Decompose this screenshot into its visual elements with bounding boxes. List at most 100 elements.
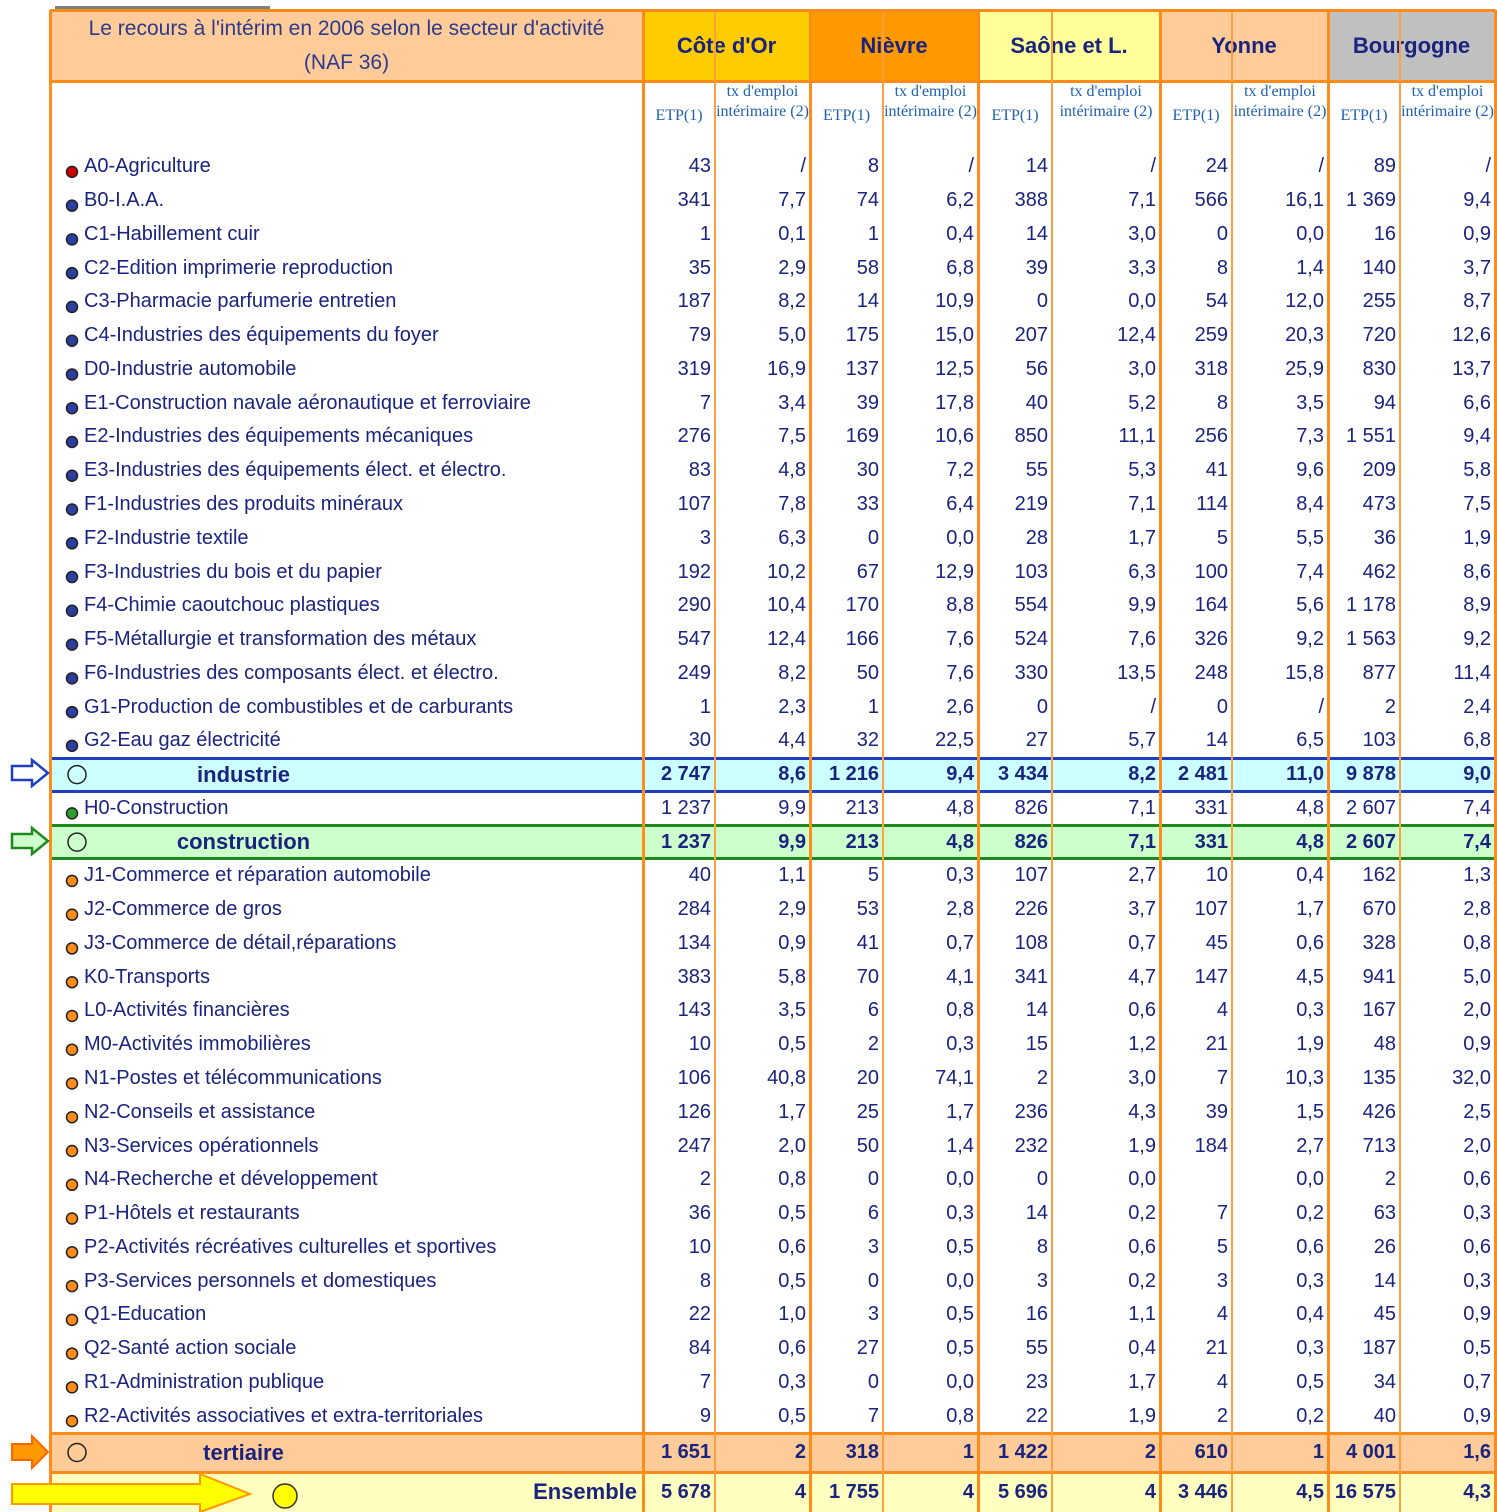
title-cell: Le recours à l'intérim en 2006 selon le … bbox=[50, 10, 643, 82]
cell-value: 4,5 bbox=[1296, 1480, 1324, 1503]
cell-value: 137 bbox=[845, 357, 879, 380]
cell-value: 1 237 bbox=[660, 796, 711, 819]
cell-value: 43 bbox=[688, 155, 711, 178]
cell-value: 3,7 bbox=[1463, 256, 1491, 279]
cell-value: 9,0 bbox=[1463, 763, 1491, 786]
cell-value: 39 bbox=[1205, 1100, 1228, 1123]
cell-value: 14 bbox=[856, 290, 879, 313]
cell-value: 826 bbox=[1014, 796, 1048, 819]
column-line bbox=[882, 10, 884, 1512]
cell-value: 8 bbox=[699, 1269, 711, 1292]
cell-value: 2,8 bbox=[946, 898, 974, 921]
cell-value: 720 bbox=[1362, 324, 1396, 347]
cell-value: 7,4 bbox=[1296, 560, 1324, 583]
cell-value: 388 bbox=[1014, 189, 1048, 212]
cell-value: 140 bbox=[1362, 256, 1396, 279]
cell-value: 0,6 bbox=[778, 1235, 806, 1258]
subheader-tx: tx d'emploi intérimaire (2) bbox=[1401, 83, 1494, 120]
cell-value: 8 bbox=[1216, 391, 1228, 414]
cell-value: 1,7 bbox=[1128, 526, 1156, 549]
row-label: B0-I.A.A. bbox=[84, 189, 165, 212]
cell-value: 0,9 bbox=[1463, 222, 1491, 245]
cell-value: 0,9 bbox=[778, 931, 806, 954]
row-label: F5-Métallurgie et transformation des mét… bbox=[84, 628, 477, 651]
row-label: N2-Conseils et assistance bbox=[84, 1100, 316, 1123]
cell-value: 328 bbox=[1362, 931, 1396, 954]
cell-value: 4,8 bbox=[946, 830, 974, 853]
cell-value: 9 878 bbox=[1345, 763, 1396, 786]
cell-value: 16,9 bbox=[767, 357, 806, 380]
cell-value: 14 bbox=[1025, 155, 1048, 178]
cell-value: 0,5 bbox=[1296, 1370, 1324, 1393]
cell-value: 4,4 bbox=[778, 729, 806, 752]
cell-value: 0,2 bbox=[1296, 1202, 1324, 1225]
column-line bbox=[641, 10, 645, 1512]
cell-value: 16 bbox=[1373, 222, 1396, 245]
cell-value: 0,9 bbox=[1463, 1033, 1491, 1056]
cell-value: 318 bbox=[845, 1441, 879, 1463]
cell-value: 3,7 bbox=[1128, 898, 1156, 921]
cell-value: 126 bbox=[677, 1100, 711, 1123]
cell-value: 1,4 bbox=[1296, 256, 1324, 279]
cell-value: 1 bbox=[1312, 1441, 1324, 1463]
cell-value: 15 bbox=[1025, 1033, 1048, 1056]
column-line bbox=[1326, 10, 1330, 1512]
cell-value: 12,4 bbox=[1117, 324, 1156, 347]
cell-value: 3 bbox=[1216, 1269, 1228, 1292]
row-label: E1-Construction navale aéronautique et f… bbox=[84, 391, 531, 414]
cell-value: 0,4 bbox=[1128, 1337, 1156, 1360]
cell-value: 330 bbox=[1014, 661, 1048, 684]
cell-value: 0 bbox=[867, 1370, 879, 1393]
cell-value: 3 bbox=[867, 1235, 879, 1258]
cell-value: 4 001 bbox=[1345, 1441, 1396, 1463]
cell-value: 248 bbox=[1194, 661, 1228, 684]
cell-value: 1,7 bbox=[1296, 898, 1324, 921]
cell-value: 1 369 bbox=[1345, 189, 1396, 212]
row-label: F2-Industrie textile bbox=[84, 526, 249, 549]
cell-value: 2 bbox=[1036, 1066, 1048, 1089]
cell-value: 16 bbox=[1025, 1303, 1048, 1326]
cell-value: 4,8 bbox=[946, 796, 974, 819]
cell-value: 50 bbox=[856, 1134, 879, 1157]
cell-value: 135 bbox=[1362, 1066, 1396, 1089]
cell-value: / bbox=[1150, 695, 1156, 718]
cell-value: 6,3 bbox=[1128, 560, 1156, 583]
cell-value: 2,0 bbox=[1463, 999, 1491, 1022]
cell-value: 2 607 bbox=[1345, 830, 1396, 853]
cell-value: 35 bbox=[688, 256, 711, 279]
cell-value: 4,3 bbox=[1128, 1100, 1156, 1123]
cell-value: 162 bbox=[1362, 864, 1396, 887]
cell-value: / bbox=[968, 155, 974, 178]
cell-value: 1,1 bbox=[778, 864, 806, 887]
cell-value: 107 bbox=[1014, 864, 1048, 887]
row-label: L0-Activités financières bbox=[84, 999, 290, 1022]
cell-value: 12,5 bbox=[935, 357, 974, 380]
row-border bbox=[50, 756, 1495, 760]
column-line bbox=[48, 10, 52, 1512]
cell-value: 175 bbox=[845, 324, 879, 347]
cell-value: 5,0 bbox=[778, 324, 806, 347]
cell-value: 9,4 bbox=[1463, 189, 1491, 212]
cell-value: 1 422 bbox=[997, 1441, 1048, 1463]
cell-value: 114 bbox=[1196, 493, 1228, 515]
cell-value: 22,5 bbox=[935, 729, 974, 752]
cell-value: 319 bbox=[677, 357, 711, 380]
row-band bbox=[50, 825, 1495, 859]
cell-value: 36 bbox=[688, 1202, 711, 1225]
cell-value: 8,2 bbox=[778, 661, 806, 684]
cell-value: / bbox=[1150, 155, 1156, 178]
cell-value: 2 bbox=[1216, 1404, 1228, 1427]
cell-value: 0,5 bbox=[778, 1202, 806, 1225]
column-line bbox=[1051, 10, 1053, 1512]
cell-value: 39 bbox=[1025, 256, 1048, 279]
cell-value: 1 563 bbox=[1345, 628, 1396, 651]
cell-value: 4,8 bbox=[778, 459, 806, 482]
cell-value: 8,6 bbox=[1463, 560, 1491, 583]
cell-value: 566 bbox=[1194, 189, 1228, 212]
cell-value: 3,0 bbox=[1128, 357, 1156, 380]
row-label: G2-Eau gaz électricité bbox=[84, 729, 281, 752]
row-label: R1-Administration publique bbox=[84, 1370, 325, 1393]
row-label: F1-Industries des produits minéraux bbox=[84, 493, 404, 515]
cell-value: 8 bbox=[1036, 1235, 1048, 1258]
cell-value: 3,5 bbox=[1296, 391, 1324, 414]
